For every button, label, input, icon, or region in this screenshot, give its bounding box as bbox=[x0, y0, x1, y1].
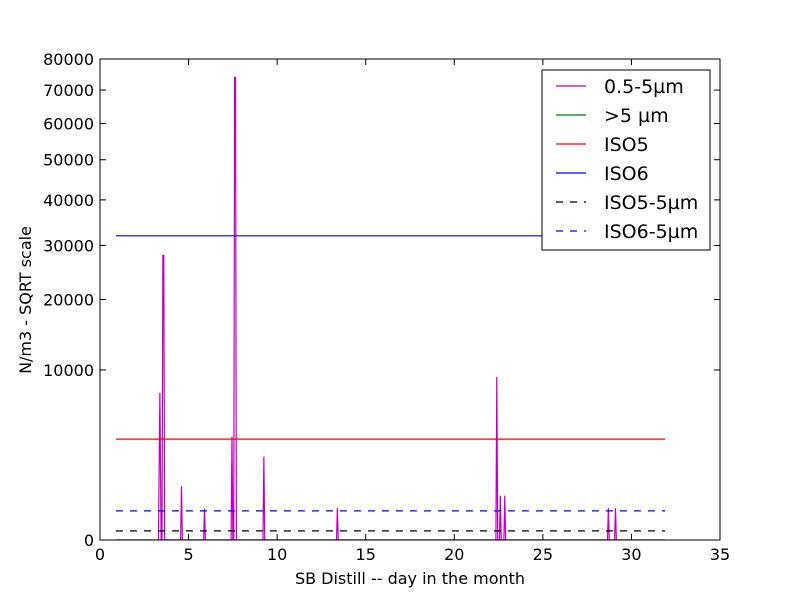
x-tick-label: 0 bbox=[95, 545, 105, 564]
x-tick-label: 15 bbox=[356, 545, 376, 564]
y-tick-label: 80000 bbox=[43, 50, 94, 69]
x-tick-label: 5 bbox=[183, 545, 193, 564]
legend-label-5: ISO6-5µm bbox=[604, 221, 698, 243]
x-tick-label: 25 bbox=[533, 545, 553, 564]
legend-label-0: 0.5-5µm bbox=[604, 76, 684, 98]
x-tick-label: 30 bbox=[621, 545, 641, 564]
y-tick-label: 50000 bbox=[43, 151, 94, 170]
y-tick-label: 0 bbox=[84, 531, 94, 550]
y-tick-label: 40000 bbox=[43, 191, 94, 210]
y-tick-label: 30000 bbox=[43, 236, 94, 255]
legend: 0.5-5µm >5 µm ISO5 ISO6 ISO5-5µm ISO6-5µm bbox=[541, 69, 711, 251]
y-axis-label: N/m3 - SQRT scale bbox=[16, 226, 35, 374]
y-tick-label: 70000 bbox=[43, 81, 94, 100]
legend-label-3: ISO6 bbox=[604, 163, 649, 185]
y-tick-label: 10000 bbox=[43, 361, 94, 380]
y-tick-label: 20000 bbox=[43, 291, 94, 310]
y-tick-label: 60000 bbox=[43, 114, 94, 133]
x-tick-label: 20 bbox=[444, 545, 464, 564]
legend-label-4: ISO5-5µm bbox=[604, 192, 698, 214]
legend-label-1: >5 µm bbox=[604, 105, 669, 127]
legend-box bbox=[541, 69, 711, 251]
x-tick-label: 35 bbox=[710, 545, 730, 564]
x-tick-label: 10 bbox=[267, 545, 287, 564]
legend-label-2: ISO5 bbox=[604, 134, 649, 156]
x-axis-label: SB Distill -- day in the month bbox=[295, 569, 525, 588]
